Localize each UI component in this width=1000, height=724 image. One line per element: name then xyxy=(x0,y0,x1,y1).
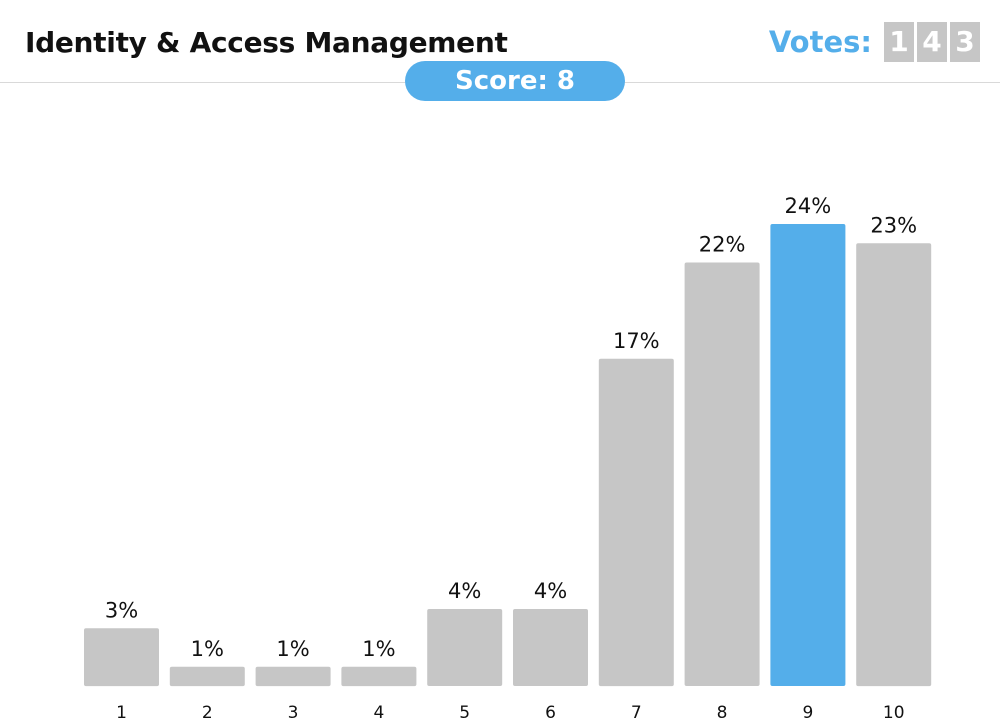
data-label-3: 1% xyxy=(276,637,309,661)
data-label-8: 22% xyxy=(699,233,746,257)
bar-6 xyxy=(513,609,588,686)
votes-label: Votes: xyxy=(768,25,872,59)
x-tick-label-10: 10 xyxy=(883,703,905,723)
x-tick-label-7: 7 xyxy=(631,703,642,723)
x-tick-label-2: 2 xyxy=(202,703,213,723)
votes-counter: Votes: 1 4 3 xyxy=(769,22,980,62)
x-tick-label-3: 3 xyxy=(288,703,299,723)
x-tick-label-8: 8 xyxy=(717,703,728,723)
header-bar: Identity & Access Management Votes: 1 4 … xyxy=(0,0,1000,83)
data-label-2: 1% xyxy=(191,637,224,661)
vote-digit: 1 xyxy=(884,22,914,62)
bar-9 xyxy=(770,224,846,686)
data-label-6: 4% xyxy=(534,579,567,603)
bar-8 xyxy=(684,262,760,686)
data-label-9: 24% xyxy=(785,194,832,218)
x-tick-label-1: 1 xyxy=(116,703,127,723)
vote-digit: 3 xyxy=(950,22,980,62)
bar-4 xyxy=(341,666,417,687)
data-label-1: 3% xyxy=(105,598,138,622)
data-label-10: 23% xyxy=(870,213,917,237)
bar-1 xyxy=(84,628,159,687)
x-tick-labels-group: 1 2 3 4 5 6 7 8 9 10 xyxy=(116,703,904,723)
x-tick-label-4: 4 xyxy=(373,703,384,723)
data-label-5: 4% xyxy=(448,579,481,603)
x-tick-label-9: 9 xyxy=(802,703,813,723)
page-title: Identity & Access Management xyxy=(25,26,508,59)
x-tick-label-5: 5 xyxy=(459,703,470,723)
bar-3 xyxy=(255,666,331,687)
bar-2 xyxy=(169,666,245,687)
bar-5 xyxy=(427,609,503,686)
data-label-7: 17% xyxy=(613,329,660,353)
score-badge: Score: 8 xyxy=(405,61,625,101)
bar-7 xyxy=(598,358,674,687)
vote-digit: 4 xyxy=(917,22,947,62)
x-tick-label-6: 6 xyxy=(545,703,556,723)
data-label-4: 1% xyxy=(362,637,395,661)
bar-10 xyxy=(856,243,932,687)
data-labels-group: 3% 1% 1% 1% 4% 4% 17% 22% 24% 23% xyxy=(105,194,917,661)
bars-group xyxy=(84,224,932,687)
